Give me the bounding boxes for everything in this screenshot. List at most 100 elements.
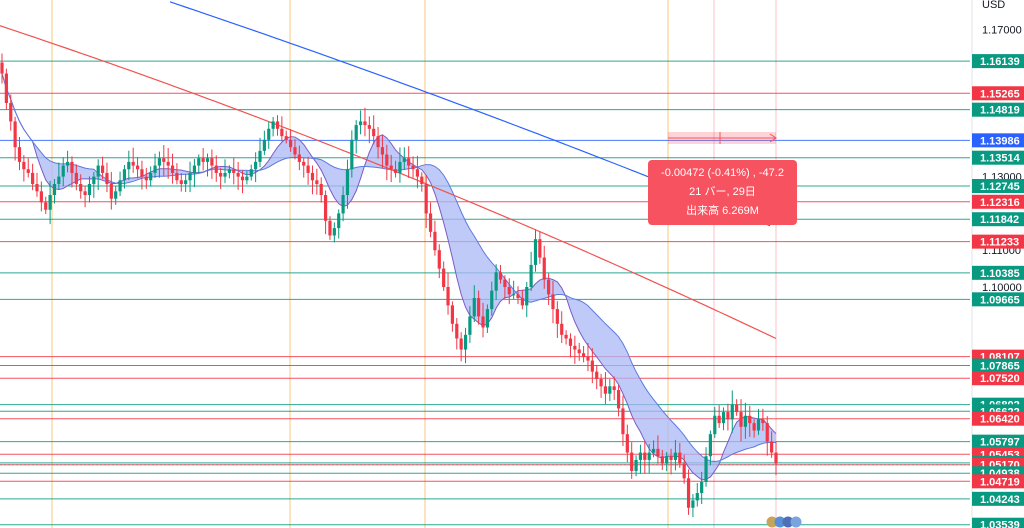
candle-body xyxy=(144,176,148,181)
candle-body xyxy=(70,161,74,173)
candle-body xyxy=(157,158,162,166)
price-tag-bg xyxy=(972,133,1024,148)
candle-body xyxy=(739,412,743,427)
candle-body xyxy=(708,434,713,457)
candle-body xyxy=(512,294,516,296)
measure-tooltip: -0.00472 (-0.41%) , -47.2 21 バー, 29日 出来高… xyxy=(648,160,797,225)
candle-body xyxy=(415,169,420,177)
measure-tool[interactable] xyxy=(668,132,777,144)
candle-body xyxy=(765,423,769,442)
candle-body xyxy=(682,463,686,479)
candle-body xyxy=(612,386,616,391)
candle-body xyxy=(83,191,87,196)
candle-body xyxy=(140,169,144,177)
candle-body xyxy=(420,176,424,184)
candle-body xyxy=(424,183,428,214)
tooltip-volume: 出来高 6.269M xyxy=(686,205,759,217)
candle-body xyxy=(332,228,336,236)
candle-body xyxy=(328,220,332,236)
candle-body xyxy=(660,456,664,464)
price-tag-label: 1.12316 xyxy=(980,197,1020,209)
candle-body xyxy=(184,180,188,184)
price-tag-label: 1.16139 xyxy=(980,56,1020,68)
candle-body xyxy=(498,272,503,280)
moving-averages xyxy=(0,1,777,481)
candle-body xyxy=(573,345,577,350)
tradingview-logo-icon[interactable] xyxy=(766,516,806,528)
candle-body xyxy=(770,441,774,453)
candle-body xyxy=(385,154,389,166)
candle-body xyxy=(761,419,765,424)
candle-body xyxy=(428,213,433,232)
candle-body xyxy=(367,125,371,129)
price-tag-label: 1.10385 xyxy=(980,268,1020,280)
candle-body xyxy=(669,456,673,460)
candle-body xyxy=(4,73,8,104)
candle-body xyxy=(337,213,341,229)
candle-body xyxy=(127,161,131,170)
candle-body xyxy=(472,298,476,317)
candle-body xyxy=(700,482,704,494)
price-tag-label: 1.03539 xyxy=(980,520,1020,528)
candle-body xyxy=(525,286,529,306)
candle-body xyxy=(262,139,266,151)
candle-body xyxy=(39,191,43,203)
candle-body xyxy=(358,121,363,126)
candle-body xyxy=(748,415,752,424)
candle-body xyxy=(503,279,507,287)
candle-body xyxy=(65,161,70,166)
candle-body xyxy=(92,176,96,184)
horizontal-levels xyxy=(0,60,970,526)
ma-cloud xyxy=(2,73,776,480)
candle-body xyxy=(249,169,253,177)
candle-body xyxy=(547,279,551,295)
candle-body xyxy=(691,500,695,508)
candle-body xyxy=(616,390,621,409)
candle-body xyxy=(485,309,489,328)
candle-body xyxy=(721,412,726,424)
candle-body xyxy=(162,158,166,162)
candle-body xyxy=(87,183,92,196)
candle-body xyxy=(245,176,249,181)
candle-body xyxy=(411,165,415,170)
candle-body xyxy=(100,165,105,173)
candle-body xyxy=(114,191,118,199)
candle-body xyxy=(79,183,83,192)
candle-body xyxy=(599,378,603,387)
candle-body xyxy=(564,334,568,339)
candle-body xyxy=(717,415,721,424)
candle-body xyxy=(730,404,734,420)
candle-body xyxy=(463,334,468,350)
candle-body xyxy=(9,103,13,122)
measure-arrowhead xyxy=(769,133,777,143)
candle-body xyxy=(31,172,35,184)
candle-body xyxy=(341,195,345,214)
candle-body xyxy=(302,161,306,166)
candle-body xyxy=(743,415,747,427)
price-tag-label: 1.11842 xyxy=(980,214,1019,226)
candle-body xyxy=(665,456,669,464)
candle-body xyxy=(726,412,730,420)
candle-body xyxy=(407,158,411,166)
price-tag-label: 1.13986 xyxy=(980,135,1020,147)
candle-body xyxy=(651,448,656,453)
candle-body xyxy=(437,250,441,269)
price-tag-label: 1.13514 xyxy=(980,153,1021,165)
candle-body xyxy=(372,128,376,137)
candle-body xyxy=(577,349,581,354)
candle-body xyxy=(350,139,354,170)
price-tag-label: 1.07520 xyxy=(980,373,1020,385)
price-tag-bg xyxy=(972,86,1024,101)
candle-body xyxy=(555,309,559,324)
candle-body xyxy=(529,264,533,287)
price-tag-bg xyxy=(972,102,1024,117)
candle-body xyxy=(315,180,319,184)
candle-body xyxy=(61,165,65,177)
candle-body xyxy=(520,298,524,306)
tooltip-change: -0.00472 (-0.41%) , -47.2 xyxy=(661,167,784,179)
candle-body xyxy=(450,305,455,324)
candle-body xyxy=(621,408,625,435)
candle-body xyxy=(538,239,542,258)
